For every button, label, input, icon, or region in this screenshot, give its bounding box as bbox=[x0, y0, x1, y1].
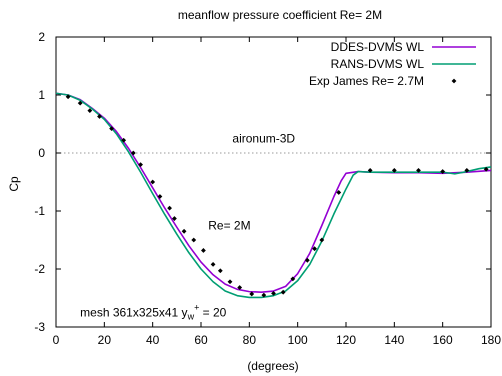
exp-data-point-15 bbox=[210, 261, 216, 267]
plot-frame bbox=[55, 36, 492, 328]
exp-data-point-4 bbox=[109, 126, 114, 132]
y-tick-label-2: 0 bbox=[38, 146, 45, 160]
x-tick-label-0: 0 bbox=[53, 333, 60, 347]
exp-data-point-32 bbox=[464, 168, 470, 173]
legend-swatch-2 bbox=[451, 78, 457, 84]
x-tick-label-4: 80 bbox=[243, 333, 257, 347]
exp-data-point-22 bbox=[280, 289, 286, 295]
x-tick-label-3: 60 bbox=[194, 333, 208, 347]
exp-data-point-7 bbox=[138, 162, 143, 167]
annotation-0: aironum-3D bbox=[232, 132, 295, 146]
legend-label-1: RANS-DVMS WL bbox=[331, 57, 425, 71]
exp-data-point-18 bbox=[237, 285, 243, 290]
exp-data-point-1 bbox=[77, 100, 83, 106]
exp-data-point-13 bbox=[191, 237, 197, 243]
legend-label-0: DDES-DVMS WL bbox=[331, 40, 425, 54]
exp-data-point-25 bbox=[312, 246, 317, 252]
exp-data-point-5 bbox=[121, 137, 127, 143]
series-line-rans-dvms-wl bbox=[55, 92, 492, 299]
y-tick-label-3: -1 bbox=[34, 204, 45, 218]
exp-data-point-16 bbox=[217, 268, 223, 274]
exp-data-point-19 bbox=[249, 291, 255, 297]
legend-label-2: Exp James Re= 2.7M bbox=[309, 74, 424, 88]
y-tick-label-5: -3 bbox=[34, 320, 45, 334]
exp-data-point-3 bbox=[97, 114, 102, 119]
exp-data-point-29 bbox=[391, 168, 397, 173]
x-tick-label-7: 140 bbox=[384, 333, 404, 347]
exp-data-point-9 bbox=[157, 194, 163, 199]
exp-data-point-10 bbox=[167, 205, 172, 211]
annotation-1: Re= 2M bbox=[208, 219, 250, 233]
x-tick-label-5: 100 bbox=[288, 333, 308, 347]
y-tick-label-0: 2 bbox=[38, 30, 45, 44]
exp-data-point-26 bbox=[319, 237, 325, 243]
exp-data-point-2 bbox=[87, 108, 93, 114]
x-axis-label: (degrees) bbox=[247, 359, 298, 373]
exp-data-point-20 bbox=[261, 292, 267, 298]
y-tick-label-4: -2 bbox=[34, 262, 45, 276]
exp-data-point-31 bbox=[440, 169, 446, 174]
exp-data-point-24 bbox=[304, 257, 310, 263]
exp-data-point-30 bbox=[416, 168, 421, 173]
exp-data-point-33 bbox=[483, 166, 489, 172]
exp-data-point-27 bbox=[336, 190, 342, 195]
exp-data-point-17 bbox=[227, 279, 233, 285]
exp-data-point-11 bbox=[172, 216, 177, 221]
x-tick-label-9: 180 bbox=[481, 333, 501, 347]
x-tick-label-2: 40 bbox=[146, 333, 160, 347]
plot-area: 0 20 40 60 80 100 120 140 160 180 2 1 0 -1 -2 -3 DDES-DV… bbox=[34, 30, 501, 347]
chart-title: meanflow pressure coefficient Re= 2M bbox=[178, 8, 382, 22]
series-line-ddes-dvms-wl bbox=[55, 92, 492, 293]
exp-data-point-6 bbox=[130, 150, 136, 156]
exp-data-point-28 bbox=[367, 168, 373, 173]
annotation-2: mesh 361x325x41 yw+ = 20 bbox=[80, 303, 227, 322]
exp-data-point-14 bbox=[201, 248, 206, 253]
x-tick-label-1: 20 bbox=[98, 333, 112, 347]
x-tick-label-8: 160 bbox=[433, 333, 453, 347]
y-tick-label-1: 1 bbox=[38, 88, 45, 102]
exp-data-point-23 bbox=[290, 276, 296, 282]
exp-data-point-8 bbox=[150, 179, 156, 185]
exp-data-point-0 bbox=[65, 94, 71, 100]
x-tick-label-6: 120 bbox=[336, 333, 356, 347]
exp-data-point-21 bbox=[271, 290, 276, 296]
y-axis-label: Cp bbox=[7, 176, 21, 192]
exp-data-point-12 bbox=[181, 228, 187, 234]
